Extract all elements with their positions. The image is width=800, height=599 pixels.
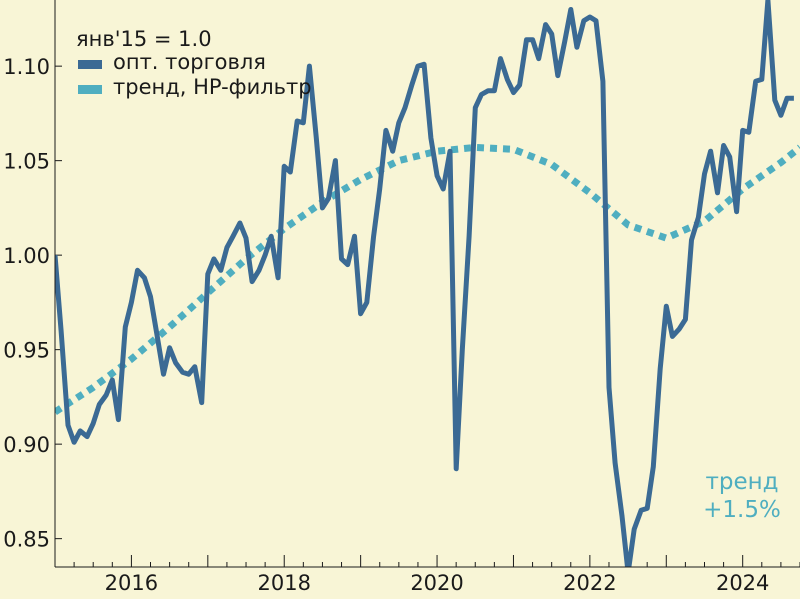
y-tick-label: 1.10 (3, 55, 50, 79)
x-tick-label: 2016 (105, 571, 158, 595)
x-tick-labels: 2016 2018 2020 2022 2024 (105, 571, 770, 595)
y-tick-label: 0.95 (3, 339, 50, 363)
x-tick-label: 2024 (716, 571, 769, 595)
legend-header: янв'15 = 1.0 (76, 27, 212, 51)
series-line-wholesale (55, 0, 794, 567)
annotation-line-2: +1.5% (703, 497, 781, 523)
x-tick-label: 2022 (563, 571, 616, 595)
series-layer (55, 0, 800, 567)
y-tick-labels: 0.85 0.90 0.95 1.00 1.05 1.10 (3, 55, 50, 552)
series-line-trend (55, 143, 800, 415)
trend-annotation: тренд +1.5% (703, 469, 781, 523)
legend-label-series: опт. торговля (113, 50, 266, 74)
axis-ticks (54, 65, 800, 567)
y-tick-label: 0.90 (3, 433, 50, 457)
annotation-line-1: тренд (705, 469, 778, 495)
y-tick-label: 0.85 (3, 528, 50, 552)
x-tick-label: 2018 (258, 571, 311, 595)
legend-swatch-trend (78, 85, 102, 94)
x-tick-label: 2020 (410, 571, 463, 595)
legend-swatch-series (78, 60, 102, 69)
y-tick-label: 1.05 (3, 150, 50, 174)
y-tick-label: 1.00 (3, 244, 50, 268)
legend: янв'15 = 1.0 опт. торговля тренд, HP-фил… (76, 27, 312, 99)
legend-label-trend: тренд, HP-фильтр (113, 75, 312, 99)
